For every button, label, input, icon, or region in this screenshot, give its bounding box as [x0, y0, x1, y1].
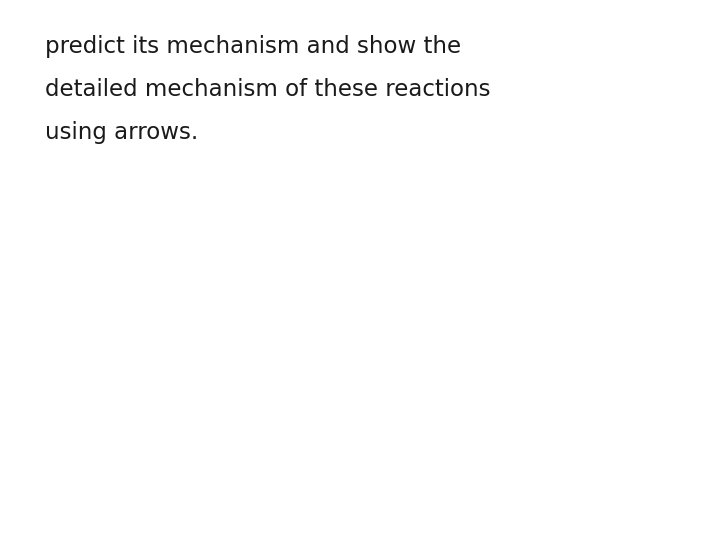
Text: using arrows.: using arrows.	[45, 121, 198, 144]
Text: predict its mechanism and show the: predict its mechanism and show the	[45, 35, 461, 58]
Text: detailed mechanism of these reactions: detailed mechanism of these reactions	[45, 78, 490, 101]
